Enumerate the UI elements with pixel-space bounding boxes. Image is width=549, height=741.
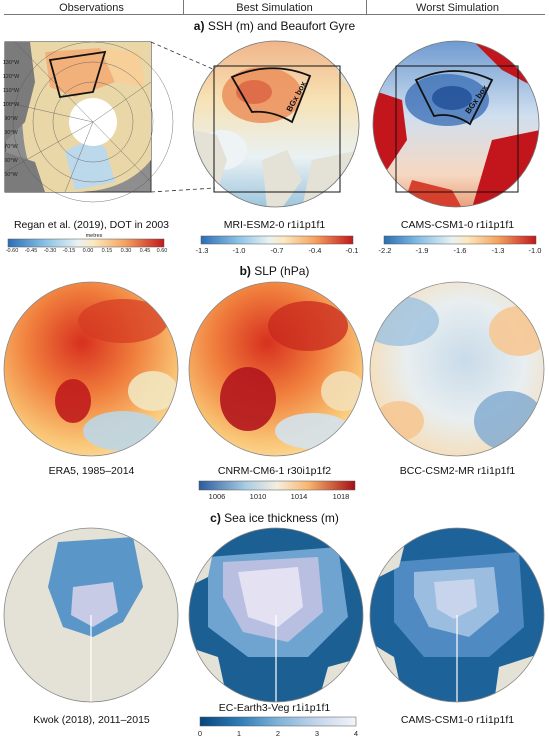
section-letter: c) [210,511,221,525]
low-dot-region [65,143,115,190]
section-title-text: Sea ice thickness (m) [224,511,339,525]
colorbar-tick: -1.0 [528,246,542,255]
best-ssh-map [192,40,360,208]
worst-slp-caption: BCC-CSM2-MR r1i1p1f1 [399,465,516,477]
worst-slp-map [369,281,545,457]
mid-dot-region [100,48,145,87]
worst-ssh-colorbar-ticks: -2.2 -1.9 -1.6 -1.3 -1.0 [375,246,545,256]
column-header-observations: Observations [59,2,124,14]
bgx-box [230,67,312,124]
colorbar-tick: 1006 [208,492,226,501]
worst-ice-caption: CAMS-CSM1-0 r1i1p1f1 [400,714,515,726]
lon-label: 100°W [2,102,20,108]
lon-label: 60°W [4,158,18,164]
lon-label: 90°W [4,116,18,122]
colorbar-tick: 1018 [332,492,350,501]
lon-label: 80°W [4,130,18,136]
colorbar-tick: -0.1 [345,246,359,255]
colorbar-tick: 0.00 [82,248,94,254]
colorbar-tick: 0.45 [139,248,151,254]
thickest-ice-field [434,579,477,619]
colorbar-unit: metres [85,233,103,239]
colorbar-tick: 0.60 [156,248,168,254]
colorbar-tick: 1010 [249,492,267,501]
colorbar-tick: 4 [353,729,359,738]
column-divider [366,0,367,14]
graticule [4,41,174,203]
bgx-box [414,70,494,126]
best-ice-caption: EC-Earth3-Veg r1i1p1f1 [218,702,331,714]
worst-ice-map [369,527,545,703]
colorbar-tick: -1.6 [453,246,467,255]
colorbar-tick: -0.60 [5,248,19,254]
obs-slp-map [3,281,179,457]
colorbar-tick: 0.30 [120,248,132,254]
land-west [5,42,35,142]
longitude-labels: 130°W 120°W 110°W 100°W 90°W 80°W 70°W 6… [1,60,21,190]
colorbar-tick: -1.3 [195,246,209,255]
thick-ice-field [71,582,118,627]
best-slp-caption: CNRM-CM6-1 r30i1p1f2 [217,465,332,477]
best-ssh-colorbar-ticks: -1.3 -1.0 -0.7 -0.4 -0.1 [192,246,362,256]
lon-label: 50°W [4,172,18,178]
section-title-text: SSH (m) and Beaufort Gyre [207,19,356,33]
section-b-title: b) SLP (hPa) [183,264,366,278]
colorbar-tick: -0.7 [270,246,284,255]
best-ssh-colorbar [200,235,354,245]
colorbar-tick: -0.45 [24,248,38,254]
best-ice-map [188,527,364,703]
column-header-best-simulation: Best Simulation [236,2,313,14]
colorbar-tick: -0.15 [62,248,76,254]
colorbar-tick: 3 [314,729,320,738]
colorbar-tick: -0.4 [308,246,322,255]
obs-ssh-map [4,41,174,203]
lon-label: 70°W [4,144,18,150]
colorbar-tick: 0.15 [101,248,113,254]
section-a-title: a) SSH (m) and Beaufort Gyre [183,19,366,33]
section-title-text: SLP (hPa) [254,264,310,278]
thickest-ice-field [238,567,303,627]
obs-ssh-colorbar-ticks: -0.60 -0.45 -0.30 -0.15 0.00 0.15 0.30 0… [2,248,170,258]
worst-ssh-caption: CAMS-CSM1-0 r1i1p1f1 [400,219,515,231]
colorbar-tick: 1014 [290,492,308,501]
colorbar-tick: -1.0 [232,246,246,255]
header-rule [4,14,545,15]
obs-ssh-colorbar [7,238,165,248]
column-divider [183,0,184,14]
colorbar-tick: -1.3 [491,246,505,255]
colorbar-tick: -0.30 [43,248,57,254]
obs-ssh-caption: Regan et al. (2019), DOT in 2003 [13,219,170,231]
obs-ice-caption: Kwok (2018), 2011–2015 [33,714,150,726]
obs-slp-caption: ERA5, 1985–2014 [48,465,135,477]
high-dot-region [45,48,115,97]
colorbar-tick: 0 [197,729,203,738]
column-header-worst-simulation: Worst Simulation [416,2,499,14]
colorbar-tick: -1.9 [415,246,429,255]
lon-label: 130°W [2,60,20,66]
slp-colorbar [198,480,356,491]
section-c-title: c) Sea ice thickness (m) [183,511,366,525]
section-letter: a) [193,19,205,33]
land-south [5,152,45,192]
worst-ssh-colorbar [383,235,537,245]
lon-label: 120°W [2,74,20,80]
land-greenland [262,150,302,207]
worst-ssh-map [372,40,540,208]
ice-colorbar-ticks: 0 1 2 3 4 [194,729,364,739]
colorbar-tick: 2 [275,729,281,738]
slp-colorbar-ticks: 1006 1010 1014 1018 [199,492,369,502]
best-slp-map [188,281,364,457]
best-ssh-caption: MRI-ESM2-0 r1i1p1f1 [223,219,326,231]
land-masked-red [373,90,407,170]
colorbar-tick: -2.2 [378,246,392,255]
section-letter: b) [239,264,251,278]
ice-colorbar [199,716,357,727]
lon-label: 110°W [2,88,20,94]
obs-ice-map [3,527,179,703]
colorbar-tick: 1 [236,729,242,738]
